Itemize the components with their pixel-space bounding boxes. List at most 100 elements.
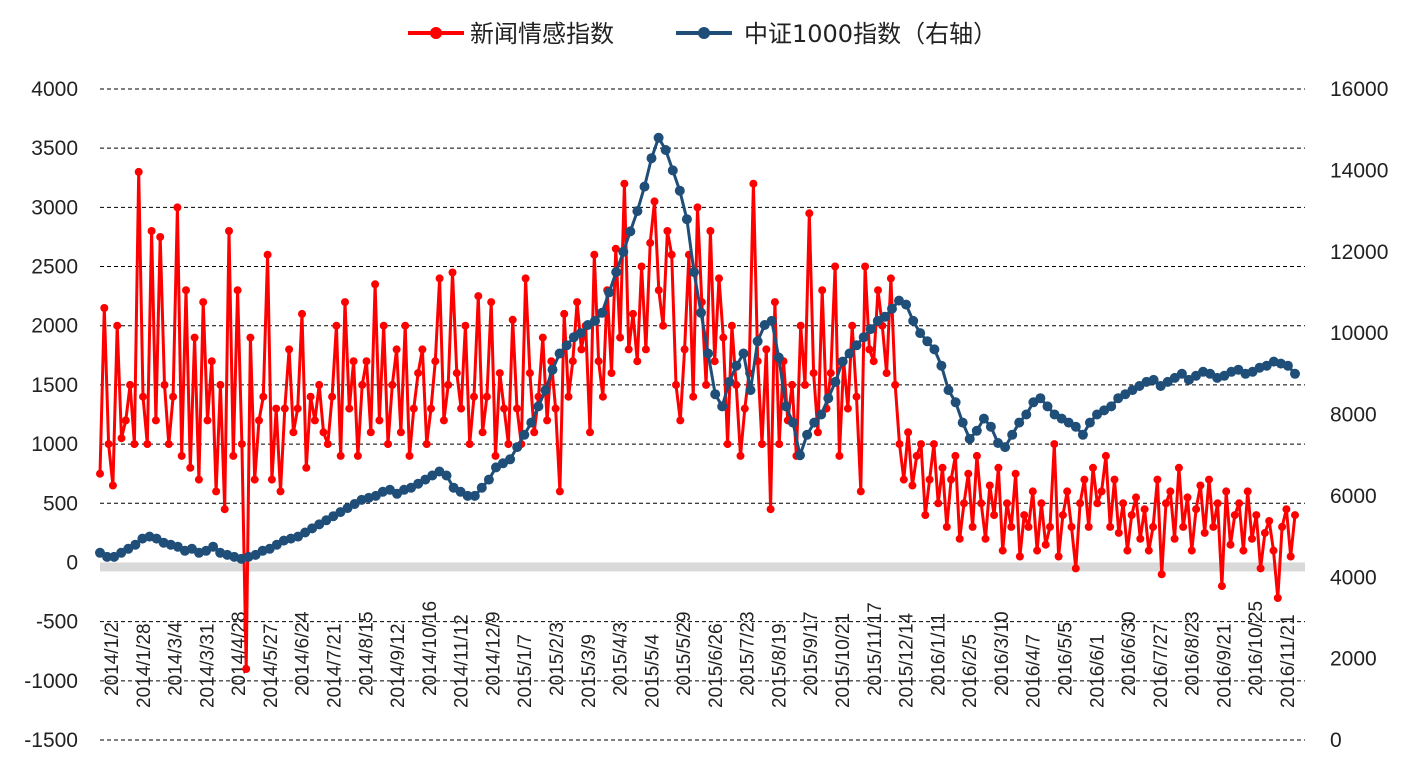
news-sentiment-point [719,333,728,342]
csi1000-point [943,385,954,396]
news-sentiment-point [280,404,289,413]
news-sentiment-point [375,416,384,425]
news-sentiment-point [796,321,805,330]
news-sentiment-point [1248,534,1256,543]
news-sentiment-point [1033,546,1042,555]
csi1000-point [483,474,494,485]
news-sentiment-point [1192,505,1201,514]
news-sentiment-point [345,404,354,413]
news-sentiment-point [358,380,367,389]
news-sentiment-point [594,357,603,366]
news-sentiment-point [740,404,749,413]
news-sentiment-point [508,315,517,324]
news-sentiment-line [98,170,1297,671]
news-sentiment-point [521,274,530,283]
x-axis-tick-label: 2016/9/21 [1214,623,1235,708]
series-layer [95,132,1300,673]
news-sentiment-point [212,487,221,496]
news-sentiment-point [874,286,882,295]
news-sentiment-point [934,499,943,508]
news-sentiment-point [1127,511,1136,520]
news-sentiment-point [702,380,711,389]
news-sentiment-point [1037,499,1046,508]
news-sentiment-point [272,404,281,413]
news-sentiment-point [1256,564,1265,573]
csi1000-point [964,433,975,444]
csi1000-point [208,541,219,552]
right-axis-tick-label: 14000 [1330,159,1388,182]
news-sentiment-point [981,534,990,543]
news-sentiment-point [225,227,233,235]
news-sentiment-point [250,475,259,484]
news-sentiment-point [474,292,483,301]
news-sentiment-point [689,392,698,401]
news-sentiment-point [117,434,126,443]
news-sentiment-point [882,369,891,378]
csi1000-point [639,181,650,192]
csi1000-point [1106,401,1117,412]
csi1000-point [1077,429,1088,440]
news-sentiment-point [156,233,165,241]
csi1000-point [802,429,813,440]
news-sentiment-point [766,505,775,514]
csi1000-point [441,470,452,481]
news-sentiment-point [255,416,263,425]
x-axis-tick-label: 2014/3/31 [197,623,218,708]
news-sentiment-point [134,167,143,176]
news-sentiment-point [242,665,251,673]
csi1000-point [1176,368,1187,379]
csi1000-point [469,490,480,501]
news-sentiment-point [964,469,973,478]
news-sentiment-point [513,404,521,413]
x-axis-tick-label: 2014/5/27 [261,623,282,708]
left-axis-tick-label: 0 [66,551,78,574]
news-sentiment-point [555,487,564,496]
news-sentiment-point [306,392,315,401]
news-sentiment-point [551,404,560,413]
news-sentiment-point [985,481,994,490]
news-sentiment-point [960,499,968,508]
csi1000-point [1042,401,1053,412]
news-sentiment-point [139,392,147,401]
csi1000-point [745,385,756,396]
x-axis-tick-label: 2014/1/28 [134,623,155,708]
csi1000-point [851,340,862,351]
x-axis-tick-label: 2016/11/21 [1278,614,1299,708]
news-sentiment-point [530,428,539,437]
right-axis-labels: 16000 14000 12000 10000 8000 6000 4000 2000 0 [1330,78,1388,752]
news-sentiment-point [732,380,741,389]
news-sentiment-point [448,268,457,277]
csi1000-point [929,344,940,355]
left-axis-tick-label: 1500 [31,374,78,397]
csi1000-point [1070,421,1081,432]
news-sentiment-point [693,203,702,212]
news-sentiment-point [1170,534,1179,543]
news-sentiment-point [310,416,319,425]
csi1000-point [724,376,735,387]
news-sentiment-point [276,487,285,496]
csi1000-point [837,356,848,367]
x-axis-tick-label: 2016/5/5 [1056,622,1077,696]
x-axis-tick-label: 2016/6/30 [1119,611,1140,696]
news-sentiment-point [1015,552,1024,561]
news-sentiment-point [813,428,822,437]
news-sentiment-point [826,369,835,378]
news-sentiment-point [629,309,637,318]
news-sentiment-point [968,522,977,531]
news-sentiment-point [1286,552,1295,561]
news-sentiment-point [461,321,470,330]
csi1000-point [830,376,841,387]
news-sentiment-point [401,321,410,330]
news-sentiment-point [1235,499,1244,508]
news-sentiment-point [504,440,513,449]
csi1000-point [1007,429,1018,440]
series-news-sentiment [96,167,1299,673]
news-sentiment-point [1084,522,1093,531]
csi1000-point [887,303,897,314]
news-sentiment-point [186,463,195,472]
news-sentiment-point [1226,540,1235,549]
news-sentiment-point [598,392,607,401]
news-sentiment-point [1239,546,1248,555]
news-sentiment-point [1196,481,1205,490]
csi1000-point [462,490,473,501]
